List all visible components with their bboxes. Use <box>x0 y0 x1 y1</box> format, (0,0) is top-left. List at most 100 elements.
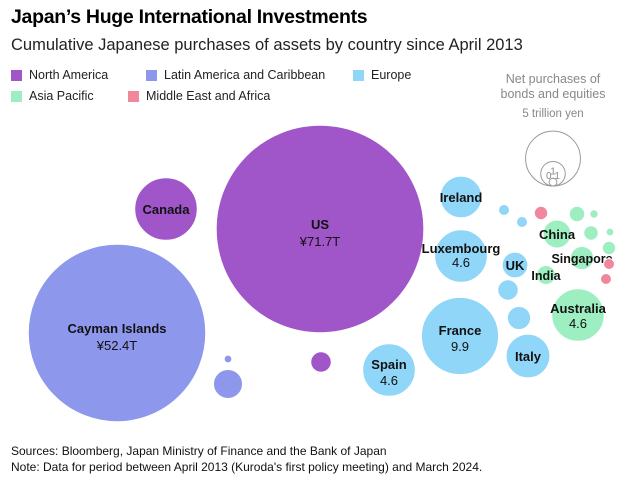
bubble-italy: Italy <box>505 333 551 379</box>
bubble-europe-other-2 <box>506 305 532 331</box>
size-key-title-line1: Net purchases of <box>506 72 601 86</box>
size-key-reference-label: 5 trillion yen <box>522 108 583 120</box>
bubble-label: UK <box>506 258 525 273</box>
bubble-cayman-islands: Cayman Islands ¥52.4T <box>27 243 207 423</box>
chart-title: Japan’s Huge International Investments <box>11 6 368 28</box>
bubble-europe-other-3 <box>498 204 510 216</box>
bubble-label: China <box>539 227 576 242</box>
bubble-value-label: 4.6 <box>380 373 398 388</box>
bubble-ireland: Ireland <box>439 175 483 219</box>
legend-swatch <box>11 90 22 102</box>
bubble-circle <box>27 243 207 423</box>
bubble-circle <box>600 273 612 285</box>
legend-item-asia-pacific: Asia Pacific <box>11 89 94 103</box>
legend-item-middle-east-africa: Middle East and Africa <box>128 89 270 103</box>
bubble-middle-east-and-africa-1 <box>533 205 549 221</box>
bubble-circle <box>434 229 488 283</box>
legend-swatch <box>146 69 157 81</box>
bubble-middle-east-and-africa-2 <box>603 258 615 270</box>
size-key-ring-label: 0.1 <box>546 171 560 182</box>
bubble-latin-america-other-2 <box>223 354 233 364</box>
bubble-asia-pacific-other-5 <box>605 227 615 237</box>
bubble-value-label: 9.9 <box>451 339 469 354</box>
bubble-india: India <box>531 265 562 285</box>
bubble-us: US ¥71.7T <box>215 124 425 334</box>
bubbles-layer: US ¥71.7T Cayman Islands ¥52.4T Canada Irelan… <box>27 124 617 423</box>
bubble-circle <box>601 240 617 256</box>
bubble-circle <box>505 333 551 379</box>
bubble-circle <box>516 216 528 228</box>
bubble-circle <box>439 175 483 219</box>
bubble-middle-east-and-africa-3 <box>600 273 612 285</box>
legend-label: Latin America and Caribbean <box>164 68 326 82</box>
bubble-canada: Canada <box>134 177 198 241</box>
legend-item-latin-america: Latin America and Caribbean <box>146 68 325 82</box>
sources-note: Sources: Bloomberg, Japan Ministry of Fi… <box>11 444 387 458</box>
bubble-circle <box>212 368 244 400</box>
bubble-value-label: ¥71.7T <box>299 234 341 249</box>
bubble-label: Ireland <box>440 190 483 205</box>
bubble-circle <box>223 354 233 364</box>
bubble-asia-pacific-other-4 <box>589 209 599 219</box>
legend-item-europe: Europe <box>353 68 411 82</box>
bubble-uk: UK <box>501 251 529 279</box>
bubble-circle <box>542 219 572 249</box>
bubble-circle <box>501 251 529 279</box>
bubble-circle <box>362 343 416 397</box>
bubble-value-label: 4.6 <box>452 255 470 270</box>
bubble-singapore: Singapore <box>551 245 613 271</box>
bubble-label: Luxembourg <box>422 241 501 256</box>
bubble-circle <box>583 225 599 241</box>
bubble-asia-pacific-other-2 <box>583 225 599 241</box>
bubble-value-label: 4.6 <box>569 316 587 331</box>
legend-label: Europe <box>371 68 412 82</box>
bubble-circle <box>569 245 595 271</box>
legend-label: Asia Pacific <box>29 89 94 103</box>
bubble-label: Canada <box>143 202 191 217</box>
bubble-value-label: ¥52.4T <box>96 338 138 353</box>
bubble-circle <box>603 258 615 270</box>
bubble-circle <box>533 205 549 221</box>
bubble-circle <box>536 265 556 285</box>
bubble-label: Spain <box>371 357 406 372</box>
size-key-title-line2: bonds and equities <box>501 87 606 101</box>
bubble-china: China <box>539 219 576 249</box>
bubble-north-america-other <box>310 351 332 373</box>
bubble-circle <box>551 288 605 342</box>
legend-label: North America <box>29 68 109 82</box>
legend: North America Latin America and Caribbea… <box>11 68 481 108</box>
size-key-ring-label: 1 <box>550 167 556 178</box>
bubble-label: US <box>311 217 329 232</box>
bubble-europe-other-1 <box>497 279 519 301</box>
chart-subtitle: Cumulative Japanese purchases of assets … <box>11 36 523 54</box>
bubble-circle <box>589 209 599 219</box>
bubble-label: India <box>531 269 561 283</box>
bubble-label: France <box>439 323 482 338</box>
bubble-circle <box>568 205 586 223</box>
legend-swatch <box>11 69 22 81</box>
bubble-asia-pacific-other-3 <box>601 240 617 256</box>
bubble-label: Singapore <box>551 252 612 266</box>
bubble-circle <box>605 227 615 237</box>
bubble-label: Italy <box>515 349 542 364</box>
bubble-circle <box>498 204 510 216</box>
period-note: Note: Data for period between April 2013… <box>11 460 483 474</box>
legend-label: Middle East and Africa <box>146 89 271 103</box>
legend-swatch <box>128 90 139 102</box>
bubble-circle <box>420 296 500 376</box>
size-key-ring <box>548 177 558 187</box>
bubble-latin-america-other-1 <box>212 368 244 400</box>
bubble-label: Australia <box>550 301 606 316</box>
bubble-asia-pacific-other-1 <box>568 205 586 223</box>
bubble-circle <box>215 124 425 334</box>
bubble-circle <box>497 279 519 301</box>
bubble-circle <box>134 177 198 241</box>
bubble-label: Cayman Islands <box>68 321 167 336</box>
bubble-europe-other-4 <box>516 216 528 228</box>
